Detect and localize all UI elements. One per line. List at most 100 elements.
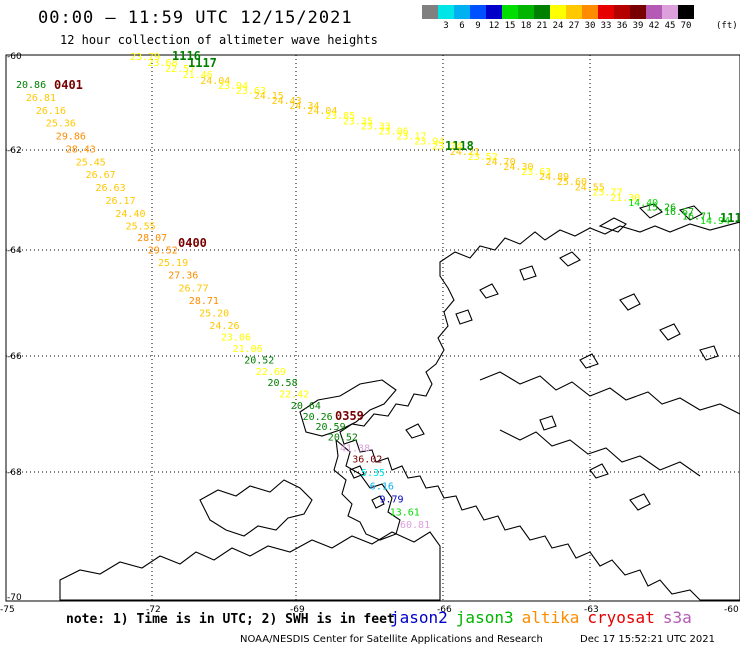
- wave-height-value: 24.70: [486, 157, 516, 168]
- wave-height-value: 26.81: [26, 93, 56, 104]
- satellite-legend: jason2 jason3 altika cryosat s3a: [390, 608, 700, 627]
- legend-value: 45: [664, 21, 676, 31]
- wave-height-value: 24.34: [289, 101, 319, 112]
- longitude-label: -66: [437, 605, 452, 615]
- legend-swatch: [438, 5, 454, 19]
- latitude-label: -70: [7, 593, 22, 603]
- legend-swatch: [422, 5, 438, 19]
- wave-height-value: 20.52: [328, 433, 358, 444]
- wave-height-value: 24.21: [450, 147, 480, 158]
- wave-height-value: 24.55: [575, 182, 605, 193]
- wave-height-value: 23.79: [130, 52, 160, 63]
- wave-height-value: 23.35: [343, 116, 373, 127]
- legend-swatch: [582, 5, 598, 19]
- wave-height-value: 36.02: [352, 454, 382, 465]
- legend-value: 27: [568, 21, 580, 31]
- wave-height-value: 24.30: [503, 162, 533, 173]
- wave-height-value: 20.26: [303, 412, 333, 423]
- longitude-label: -72: [146, 605, 161, 615]
- wave-height-value: 20.59: [316, 422, 346, 433]
- pass-time-label: 1118: [445, 139, 474, 153]
- credit-line: NOAA/NESDIS Center for Satellite Applica…: [240, 634, 543, 645]
- wave-height-value: 20.58: [268, 378, 298, 389]
- wave-height-value: 16.71: [682, 212, 712, 223]
- wave-height-value: 23.94: [414, 137, 444, 148]
- wave-height-value: 23.17: [396, 132, 426, 143]
- wave-height-value: 20.52: [244, 355, 274, 366]
- satellite-name: jason2: [390, 608, 448, 627]
- satellite-name: cryosat: [587, 608, 655, 627]
- legend-value: 42: [648, 21, 660, 31]
- longitude-label: -63: [584, 605, 599, 615]
- legend-swatch: [662, 5, 678, 19]
- wave-height-value: 24.43: [272, 96, 302, 107]
- wave-height-value: 21.06: [233, 344, 263, 355]
- map-frame: [5, 54, 740, 602]
- legend-swatch: [614, 5, 630, 19]
- longitude-label: -75: [0, 605, 15, 615]
- wave-height-value: 24.89: [539, 172, 569, 183]
- map-title: 00:00 – 11:59 UTC 12/15/2021: [38, 8, 353, 28]
- legend-swatch: [566, 5, 582, 19]
- satellite-name: s3a: [662, 608, 692, 627]
- wave-height-value: 23.63: [521, 167, 551, 178]
- map-subtitle: 12 hour collection of altimeter wave hei…: [60, 33, 378, 47]
- wave-height-value: 26.17: [106, 196, 136, 207]
- longitude-label: -69: [290, 605, 305, 615]
- legend-value: 6: [459, 21, 465, 31]
- wave-height-value: 24.04: [200, 76, 230, 87]
- wave-height-value: 28.07: [137, 233, 167, 244]
- legend-value: 21: [536, 21, 548, 31]
- legend-value: 12: [488, 21, 500, 31]
- legend-value: 39: [632, 21, 644, 31]
- legend-swatch: [630, 5, 646, 19]
- coastline: [59, 203, 740, 601]
- pass-time-label: 1117: [188, 56, 217, 70]
- legend-swatch: [678, 5, 694, 19]
- legend-swatch: [646, 5, 662, 19]
- legend-swatch: [486, 5, 502, 19]
- legend-unit: (ft): [716, 21, 738, 31]
- wave-height-value: 25.45: [76, 157, 106, 168]
- legend-value: 70: [680, 21, 692, 31]
- wave-height-value: 22.42: [279, 390, 309, 401]
- wave-height-value: 41.38: [340, 443, 370, 454]
- legend-value: 33: [600, 21, 612, 31]
- wave-height-value: 22.57: [165, 64, 195, 75]
- wave-height-value: 23.06: [221, 333, 251, 344]
- wave-height-value: 25.20: [199, 309, 229, 320]
- wave-height-value: 6.16: [370, 482, 394, 493]
- legend-swatch: [518, 5, 534, 19]
- pass-time-label: 111: [720, 211, 740, 225]
- wave-height-value: 23.63: [236, 86, 266, 97]
- wave-height-value: 25.60: [557, 177, 587, 188]
- satellite-name: altika: [521, 608, 580, 627]
- longitude-label: -60: [724, 605, 739, 615]
- wave-height-value: 25.55: [126, 222, 156, 233]
- legend-value: 9: [475, 21, 481, 31]
- legend-value: 30: [584, 21, 596, 31]
- wave-height-value: 21.30: [610, 193, 640, 204]
- wave-height-value: 13.61: [390, 507, 420, 518]
- wave-height-value: 24.15: [254, 91, 284, 102]
- legend-value: 3: [443, 21, 449, 31]
- legend-swatch: [454, 5, 470, 19]
- wave-height-value: 16.67: [664, 207, 694, 218]
- wave-height-value: 15.26: [646, 203, 676, 214]
- wave-height-value: 26.77: [179, 283, 209, 294]
- generated-timestamp: Dec 17 15:52:21 UTC 2021: [580, 634, 715, 645]
- wave-height-value: 28.43: [66, 144, 96, 155]
- wave-height-value: 27.36: [168, 271, 198, 282]
- wave-height-value: 21.46: [183, 70, 213, 81]
- footer-note: note: 1) Time is in UTC; 2) SWH is in fe…: [66, 612, 395, 627]
- latitude-label: -64: [7, 246, 22, 256]
- wave-height-value: 9.79: [380, 495, 404, 506]
- legend-value: 36: [616, 21, 628, 31]
- satellite-name: jason3: [455, 608, 514, 627]
- wave-height-value: 24.26: [209, 321, 239, 332]
- wave-height-value: 25.19: [158, 258, 188, 269]
- latitude-label: -66: [7, 352, 22, 362]
- wave-height-value: 23.68: [148, 58, 178, 69]
